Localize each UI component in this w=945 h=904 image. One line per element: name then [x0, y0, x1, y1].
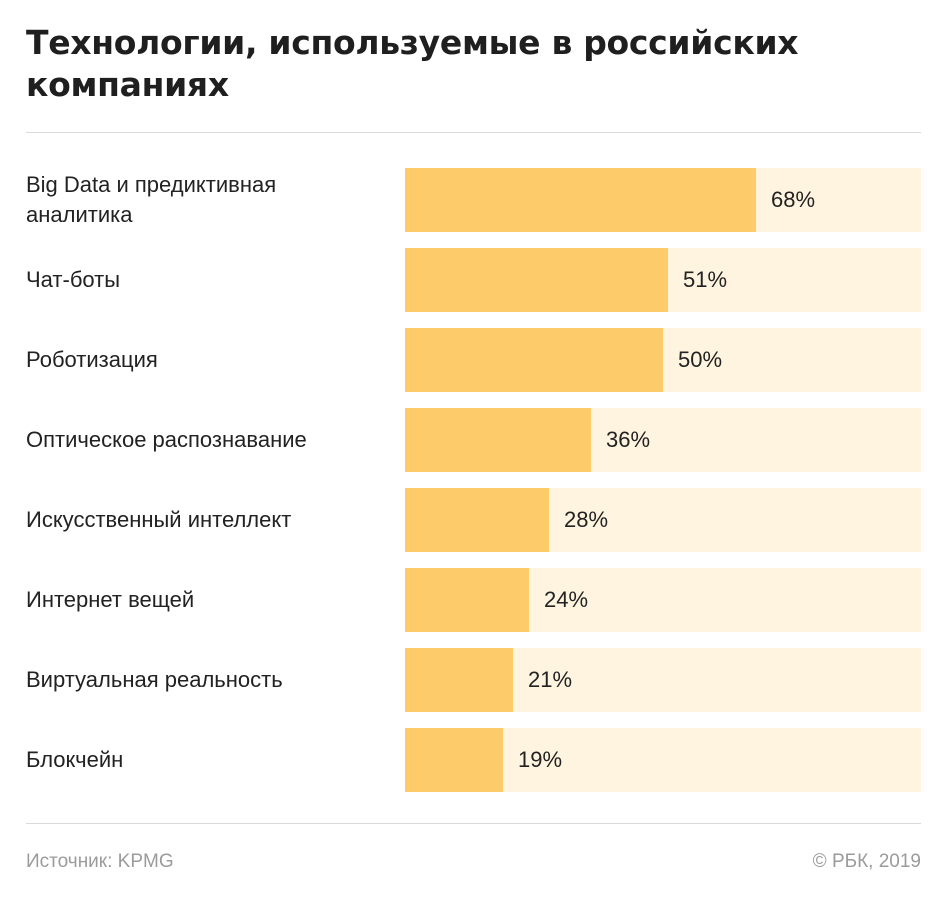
bar-track: 21% — [405, 648, 921, 712]
bar-track: 24% — [405, 568, 921, 632]
bar — [405, 328, 663, 392]
bar — [405, 488, 549, 552]
bar-row: Роботизация 50% — [0, 328, 945, 392]
bar-row: Big Data и предиктивная аналитика 68% — [0, 168, 945, 232]
category-label: Оптическое распознавание — [26, 427, 307, 452]
bar — [405, 648, 513, 712]
value-label: 21% — [528, 667, 573, 692]
bar-track: 19% — [405, 728, 921, 792]
category-label: Интернет вещей — [26, 587, 195, 612]
value-label: 24% — [544, 587, 589, 612]
header-divider — [26, 132, 921, 133]
bar-row: Оптическое распознавание 36% — [0, 408, 945, 472]
bar-row: Чат-боты 51% — [0, 248, 945, 312]
bar — [405, 568, 529, 632]
source-note: Источник: KPMG — [26, 851, 174, 872]
category-label: Big Data и предиктивная аналитика — [26, 172, 277, 227]
category-label: Виртуальная реальность — [26, 667, 283, 692]
category-label: Роботизация — [26, 347, 158, 372]
bar — [405, 408, 591, 472]
chart-title: Технологии, используемые в российских ко… — [26, 23, 799, 104]
category-label: Искусственный интеллект — [26, 507, 292, 532]
value-label: 51% — [683, 267, 728, 292]
bar-track: 51% — [405, 248, 921, 312]
bar-track: 50% — [405, 328, 921, 392]
bar — [405, 248, 668, 312]
value-label: 68% — [771, 187, 816, 212]
footer-divider — [26, 823, 921, 824]
bar-track: 28% — [405, 488, 921, 552]
value-label: 36% — [606, 427, 651, 452]
category-label: Чат-боты — [26, 267, 121, 292]
bar-track: 68% — [405, 168, 921, 232]
value-label: 28% — [564, 507, 609, 532]
value-label: 19% — [518, 747, 563, 772]
bar-row: Искусственный интеллект 28% — [0, 488, 945, 552]
copyright-note: © РБК, 2019 — [812, 851, 921, 872]
value-label: 50% — [678, 347, 723, 372]
bar-track: 36% — [405, 408, 921, 472]
category-label: Блокчейн — [26, 747, 124, 772]
bar-row: Интернет вещей 24% — [0, 568, 945, 632]
bar-row: Виртуальная реальность 21% — [0, 648, 945, 712]
bar-row: Блокчейн 19% — [0, 728, 945, 792]
bar — [405, 728, 503, 792]
bar — [405, 168, 756, 232]
